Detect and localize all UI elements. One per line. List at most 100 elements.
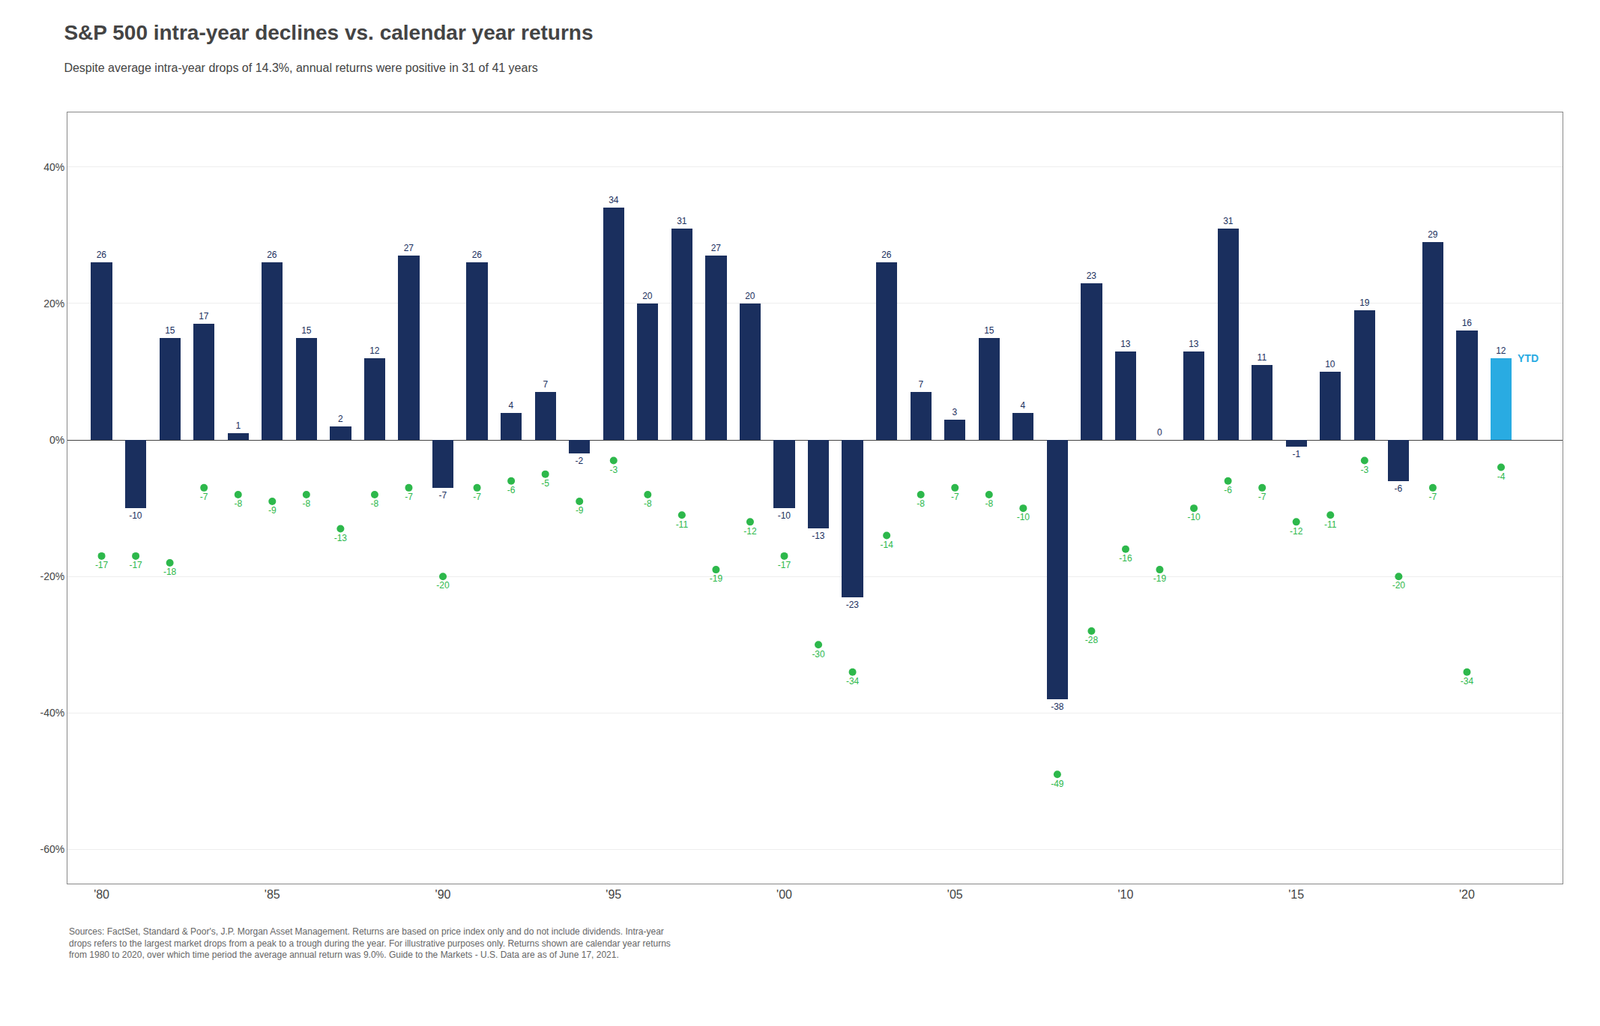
svg-text:-6: -6 (1223, 484, 1233, 496)
svg-text:-7: -7 (951, 491, 960, 503)
svg-text:15: 15 (164, 325, 176, 336)
svg-text:-16: -16 (1118, 553, 1133, 564)
svg-text:26: 26 (96, 249, 108, 261)
svg-text:31: 31 (676, 215, 688, 227)
svg-text:26: 26 (266, 249, 278, 261)
svg-text:Despite average intra-year dro: Despite average intra-year drops of 14.3… (63, 61, 538, 75)
svg-text:-8: -8 (233, 498, 243, 509)
svg-text:26: 26 (881, 249, 892, 261)
svg-text:'80: '80 (93, 888, 110, 901)
svg-text:-30: -30 (811, 648, 826, 660)
svg-text:-8: -8 (643, 498, 652, 509)
svg-text:-2: -2 (575, 455, 584, 467)
svg-text:17: 17 (198, 311, 210, 322)
svg-text:'00: '00 (776, 888, 793, 901)
svg-text:S&P 500 intra-year declines vs: S&P 500 intra-year declines vs. calendar… (63, 20, 593, 45)
svg-text:Sources: FactSet, Standard & P: Sources: FactSet, Standard & Poor's, J.P… (68, 926, 671, 960)
svg-text:34: 34 (608, 194, 620, 206)
svg-text:-7: -7 (439, 490, 448, 501)
svg-text:11: 11 (1257, 352, 1268, 363)
svg-text:'05: '05 (947, 888, 963, 901)
svg-text:-20: -20 (1392, 580, 1406, 591)
svg-text:2: 2 (337, 413, 344, 425)
svg-text:27: 27 (403, 242, 415, 254)
svg-text:-12: -12 (743, 526, 757, 537)
svg-text:31: 31 (1223, 215, 1234, 227)
svg-text:-9: -9 (575, 505, 584, 516)
svg-text:-20%: -20% (40, 570, 66, 583)
svg-text:-8: -8 (916, 498, 925, 509)
svg-text:20: 20 (744, 290, 756, 302)
svg-text:40%: 40% (43, 161, 65, 174)
svg-text:26: 26 (472, 249, 483, 261)
svg-text:-17: -17 (128, 559, 143, 571)
svg-text:-12: -12 (1289, 526, 1304, 537)
svg-text:'85: '85 (264, 888, 281, 901)
svg-text:19: 19 (1359, 297, 1370, 309)
svg-text:0: 0 (1157, 427, 1163, 438)
svg-text:-11: -11 (675, 519, 689, 530)
svg-text:-1: -1 (1292, 448, 1301, 460)
svg-text:'95: '95 (605, 888, 622, 901)
svg-text:'15: '15 (1288, 888, 1304, 901)
svg-text:-49: -49 (1050, 778, 1065, 790)
svg-text:-40%: -40% (40, 706, 66, 719)
svg-text:-8: -8 (984, 498, 993, 509)
svg-text:-17: -17 (777, 559, 792, 571)
svg-text:15: 15 (983, 325, 995, 336)
svg-text:-7: -7 (472, 491, 482, 503)
svg-text:3: 3 (952, 406, 958, 418)
svg-text:-20: -20 (436, 580, 450, 591)
svg-text:-10: -10 (777, 510, 792, 521)
svg-text:-19: -19 (709, 573, 724, 584)
svg-text:15: 15 (301, 325, 312, 336)
svg-text:-11: -11 (1324, 519, 1337, 530)
svg-text:-3: -3 (609, 464, 618, 476)
svg-text:-13: -13 (811, 530, 826, 542)
svg-text:-7: -7 (200, 491, 209, 503)
svg-text:-8: -8 (370, 498, 380, 509)
svg-text:1: 1 (236, 420, 242, 431)
svg-text:YTD: YTD (1517, 352, 1539, 365)
svg-text:-6: -6 (1394, 483, 1403, 494)
svg-text:-13: -13 (334, 532, 348, 544)
svg-text:16: 16 (1462, 317, 1473, 329)
svg-text:-9: -9 (268, 505, 277, 516)
svg-text:-7: -7 (404, 491, 413, 503)
svg-text:13: 13 (1188, 338, 1200, 350)
svg-text:-18: -18 (163, 566, 177, 578)
svg-text:-28: -28 (1085, 634, 1099, 646)
svg-text:20: 20 (642, 290, 653, 302)
svg-text:-23: -23 (846, 599, 860, 611)
svg-text:10: 10 (1324, 358, 1336, 370)
svg-text:12: 12 (369, 345, 380, 356)
svg-text:0%: 0% (49, 433, 65, 446)
svg-text:-19: -19 (1153, 573, 1167, 584)
svg-text:4: 4 (1020, 400, 1026, 411)
svg-text:-10: -10 (128, 510, 143, 521)
svg-text:-34: -34 (1460, 675, 1475, 687)
svg-text:-38: -38 (1050, 701, 1065, 712)
svg-text:-10: -10 (1016, 511, 1031, 523)
svg-text:-6: -6 (507, 484, 516, 496)
svg-text:-14: -14 (879, 539, 894, 551)
svg-text:-60%: -60% (40, 843, 66, 856)
svg-text:-7: -7 (1429, 491, 1438, 503)
svg-text:7: 7 (543, 379, 549, 390)
svg-text:7: 7 (918, 379, 925, 390)
svg-text:4: 4 (508, 400, 515, 411)
svg-text:12: 12 (1495, 345, 1507, 356)
svg-text:'90: '90 (435, 888, 452, 901)
svg-text:23: 23 (1086, 270, 1098, 282)
svg-text:-8: -8 (302, 498, 312, 509)
svg-text:-7: -7 (1258, 491, 1267, 503)
svg-text:13: 13 (1120, 338, 1131, 350)
svg-text:-5: -5 (541, 478, 550, 489)
svg-text:20%: 20% (43, 297, 65, 310)
svg-text:-10: -10 (1187, 511, 1201, 523)
svg-text:29: 29 (1427, 229, 1439, 240)
svg-text:27: 27 (711, 242, 722, 254)
svg-text:-4: -4 (1497, 471, 1506, 482)
svg-text:-34: -34 (846, 675, 860, 687)
svg-text:-3: -3 (1360, 464, 1369, 476)
